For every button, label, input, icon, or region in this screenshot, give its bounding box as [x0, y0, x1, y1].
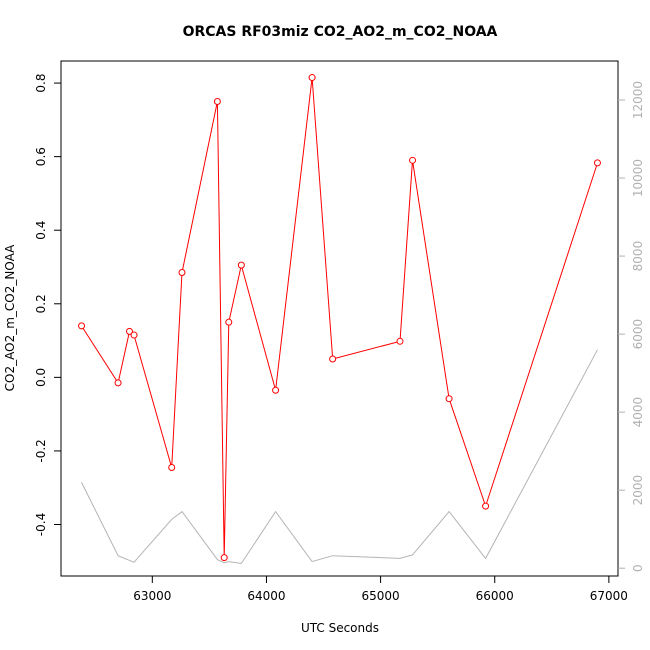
data-point	[78, 322, 86, 330]
x-tick-label: 65000	[361, 589, 399, 603]
y2-tick-label: 12000	[631, 81, 645, 119]
x-tick-label: 66000	[476, 589, 514, 603]
data-point	[220, 554, 228, 562]
chart-title: ORCAS RF03miz CO2_AO2_m_CO2_NOAA	[183, 24, 498, 40]
x-tick-label: 63000	[133, 589, 171, 603]
data-point	[168, 463, 176, 471]
y-tick-label: 0.2	[34, 294, 48, 313]
y-tick-label: 0.8	[34, 74, 48, 93]
data-point	[329, 355, 337, 363]
plot-frame	[60, 60, 619, 577]
y-tick-label: 0.4	[34, 221, 48, 240]
x-axis: 63000 64000 65000 66000 67000	[133, 576, 628, 603]
y-axis-left: -0.4 -0.2 0.0 0.2 0.4 0.6 0.8	[34, 74, 61, 536]
data-point	[213, 97, 221, 105]
y-tick-label: -0.2	[34, 439, 48, 462]
y2-tick-label: 6000	[631, 319, 645, 350]
series-line-left-axis	[81, 77, 598, 558]
y-axis-label: CO2_AO2_m_CO2_NOAA	[3, 244, 17, 391]
y2-tick-label: 2000	[631, 475, 645, 506]
data-point	[445, 395, 453, 403]
series-line-right-axis	[81, 349, 598, 565]
data-point	[130, 331, 138, 339]
x-tick-label: 67000	[590, 589, 628, 603]
data-point	[178, 269, 186, 277]
data-point	[308, 74, 316, 82]
y-tick-label: -0.4	[34, 513, 48, 536]
y-axis-right: 0 2000 4000 6000 8000 10000 12000	[618, 81, 645, 572]
data-point	[114, 379, 122, 387]
x-tick-label: 64000	[247, 589, 285, 603]
y2-tick-label: 10000	[631, 159, 645, 197]
y-tick-label: 0.6	[34, 147, 48, 166]
data-point	[272, 386, 280, 394]
x-axis-label: UTC Seconds	[301, 621, 379, 635]
y-tick-label: 0.0	[34, 368, 48, 387]
data-point	[482, 502, 490, 510]
y2-tick-label: 8000	[631, 241, 645, 272]
y2-tick-label: 4000	[631, 397, 645, 428]
y2-tick-label: 0	[631, 564, 645, 572]
data-point	[409, 156, 417, 164]
data-point	[225, 318, 233, 326]
data-point	[125, 327, 133, 335]
data-point	[396, 337, 404, 345]
series-layer	[78, 74, 601, 565]
data-point	[237, 261, 245, 269]
data-point	[593, 159, 601, 167]
